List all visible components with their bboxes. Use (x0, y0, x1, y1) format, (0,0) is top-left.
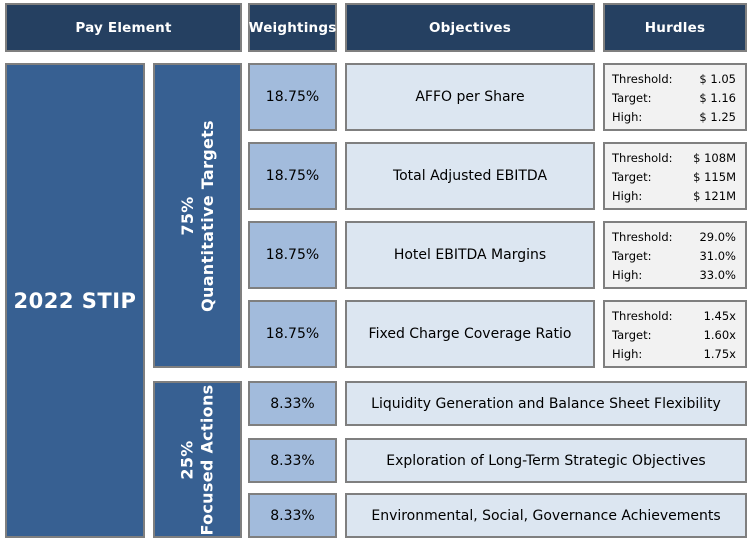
hurdles-box-margins: Threshold: 29.0% Target: 31.0% High: 33.… (603, 221, 747, 289)
hurdle-line: High: $ 121M (612, 187, 736, 206)
weighting-value: 18.75% (265, 326, 320, 342)
objective-cell-exploration: Exploration of Long-Term Strategic Objec… (345, 438, 747, 483)
hurdle-value: 1.60x (703, 328, 736, 342)
objective-label: Exploration of Long-Term Strategic Objec… (386, 452, 706, 469)
group-quantitative-label: 75% Quantitative Targets (178, 120, 218, 312)
group-focused-label: 25% Focused Actions (178, 384, 218, 535)
hurdle-line: High: 1.75x (612, 345, 736, 364)
hurdles-box-coverage: Threshold: 1.45x Target: 1.60x High: 1.7… (603, 300, 747, 368)
hurdles-box-affo: Threshold: $ 1.05 Target: $ 1.16 High: $… (603, 63, 747, 131)
objective-cell-esg: Environmental, Social, Governance Achiev… (345, 493, 747, 538)
group-quantitative-percent: 75% (177, 195, 197, 236)
header-hurdles: Hurdles (603, 3, 747, 52)
objective-cell-coverage: Fixed Charge Coverage Ratio (345, 300, 595, 368)
weighting-value: 8.33% (270, 507, 315, 524)
weighting-cell-liquidity: 8.33% (248, 381, 337, 426)
hurdle-label: Threshold: (612, 309, 673, 323)
hurdle-line: Target: 31.0% (612, 247, 736, 266)
objective-cell-margins: Hotel EBITDA Margins (345, 221, 595, 289)
hurdle-label: Target: (612, 249, 652, 263)
weighting-cell-affo: 18.75% (248, 63, 337, 131)
hurdle-value: $ 115M (693, 170, 736, 184)
header-pay-element-label: Pay Element (75, 19, 172, 36)
objective-cell-ebitda: Total Adjusted EBITDA (345, 142, 595, 210)
objective-label: Fixed Charge Coverage Ratio (368, 326, 572, 342)
hurdle-value: $ 108M (693, 151, 736, 165)
objective-label: Liquidity Generation and Balance Sheet F… (371, 395, 721, 412)
hurdle-value: 31.0% (699, 249, 736, 263)
hurdle-line: High: $ 1.25 (612, 108, 736, 127)
pay-element-label: 2022 STIP (13, 288, 137, 313)
hurdle-line: Threshold: 1.45x (612, 307, 736, 326)
hurdles-box-ebitda: Threshold: $ 108M Target: $ 115M High: $… (603, 142, 747, 210)
hurdle-label: High: (612, 110, 643, 124)
hurdle-label: High: (612, 268, 643, 282)
weighting-cell-exploration: 8.33% (248, 438, 337, 483)
group-focused-actions: 25% Focused Actions (153, 381, 242, 538)
objective-label: AFFO per Share (415, 89, 525, 105)
hurdle-label: Threshold: (612, 230, 673, 244)
hurdle-label: Threshold: (612, 72, 673, 86)
hurdle-line: Target: $ 1.16 (612, 89, 736, 108)
weighting-value: 18.75% (265, 247, 320, 263)
hurdle-label: High: (612, 189, 643, 203)
hurdle-value: $ 1.16 (699, 91, 736, 105)
weighting-cell-ebitda: 18.75% (248, 142, 337, 210)
hurdle-line: Threshold: 29.0% (612, 228, 736, 247)
hurdle-line: Target: 1.60x (612, 326, 736, 345)
hurdle-line: Target: $ 115M (612, 168, 736, 187)
group-focused-text: Focused Actions (197, 384, 217, 535)
header-pay-element: Pay Element (5, 3, 242, 52)
hurdle-value: 29.0% (699, 230, 736, 244)
weighting-value: 8.33% (270, 452, 315, 469)
weighting-cell-esg: 8.33% (248, 493, 337, 538)
objective-cell-liquidity: Liquidity Generation and Balance Sheet F… (345, 381, 747, 426)
objective-label: Environmental, Social, Governance Achiev… (371, 507, 721, 524)
hurdle-value: $ 121M (693, 189, 736, 203)
weighting-cell-margins: 18.75% (248, 221, 337, 289)
hurdle-line: Threshold: $ 1.05 (612, 70, 736, 89)
hurdle-label: Threshold: (612, 151, 673, 165)
group-focused-percent: 25% (177, 439, 197, 480)
weighting-value: 18.75% (265, 168, 320, 184)
pay-element-block: 2022 STIP (5, 63, 145, 538)
hurdle-label: Target: (612, 328, 652, 342)
hurdle-label: Target: (612, 91, 652, 105)
weighting-value: 18.75% (265, 89, 320, 105)
hurdle-value: 1.75x (703, 347, 736, 361)
hurdle-label: Target: (612, 170, 652, 184)
objective-label: Hotel EBITDA Margins (393, 247, 547, 263)
header-weightings: Weightings (248, 3, 337, 52)
hurdle-value: $ 1.25 (699, 110, 736, 124)
header-hurdles-label: Hurdles (644, 19, 706, 36)
weighting-value: 8.33% (270, 395, 315, 412)
header-objectives: Objectives (345, 3, 595, 52)
group-quantitative-text: Quantitative Targets (197, 119, 217, 312)
weighting-cell-coverage: 18.75% (248, 300, 337, 368)
hurdle-label: High: (612, 347, 643, 361)
hurdle-value: 33.0% (699, 268, 736, 282)
group-quantitative-targets: 75% Quantitative Targets (153, 63, 242, 368)
header-weightings-label: Weightings (248, 19, 337, 36)
objective-label: Total Adjusted EBITDA (392, 168, 548, 184)
hurdle-value: $ 1.05 (699, 72, 736, 86)
hurdle-line: High: 33.0% (612, 266, 736, 285)
objective-cell-affo: AFFO per Share (345, 63, 595, 131)
hurdle-line: Threshold: $ 108M (612, 149, 736, 168)
header-objectives-label: Objectives (429, 19, 511, 36)
hurdle-value: 1.45x (703, 309, 736, 323)
